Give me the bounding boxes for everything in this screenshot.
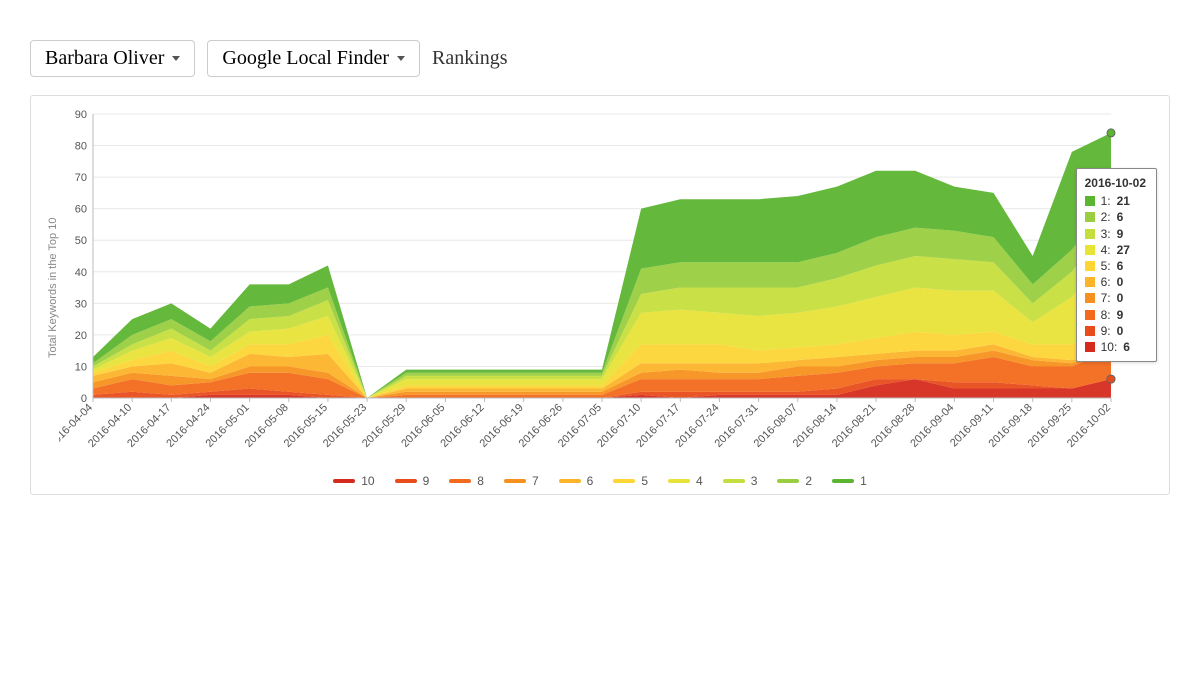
- legend-swatch: [395, 479, 417, 483]
- legend-swatch: [504, 479, 526, 483]
- stacked-area-chart[interactable]: 01020304050607080902016-04-042016-04-102…: [59, 108, 1119, 468]
- tooltip-key: 4:: [1101, 242, 1111, 258]
- tooltip-row: 4: 27: [1085, 242, 1146, 258]
- tooltip-value: 6: [1117, 258, 1124, 274]
- legend-item-10[interactable]: 10: [333, 474, 374, 488]
- legend-item-7[interactable]: 7: [504, 474, 539, 488]
- legend-swatch: [333, 479, 355, 483]
- chevron-down-icon: [397, 56, 405, 61]
- tooltip-row: 8: 9: [1085, 307, 1146, 323]
- tooltip-row: 10: 6: [1085, 339, 1146, 355]
- chart-card: Total Keywords in the Top 10 01020304050…: [30, 95, 1170, 495]
- tooltip-key: 1:: [1101, 193, 1111, 209]
- legend-item-9[interactable]: 9: [395, 474, 430, 488]
- chevron-down-icon: [172, 56, 180, 61]
- legend-swatch: [668, 479, 690, 483]
- tooltip-key: 7:: [1101, 290, 1111, 306]
- client-name: Barbara Oliver: [45, 47, 164, 70]
- legend-label: 6: [587, 474, 594, 488]
- tooltip-key: 8:: [1101, 307, 1111, 323]
- plot-area: 01020304050607080902016-04-042016-04-102…: [59, 108, 1157, 468]
- tooltip-value: 21: [1117, 193, 1130, 209]
- tooltip-value: 0: [1117, 323, 1124, 339]
- svg-text:40: 40: [75, 267, 87, 279]
- legend-swatch: [613, 479, 635, 483]
- breadcrumb: Barbara Oliver Google Local Finder Ranki…: [30, 40, 1170, 77]
- svg-text:60: 60: [75, 204, 87, 216]
- page-root: Barbara Oliver Google Local Finder Ranki…: [0, 0, 1200, 675]
- tooltip-key: 9:: [1101, 323, 1111, 339]
- tooltip-key: 10:: [1101, 339, 1118, 355]
- tooltip-value: 9: [1117, 226, 1124, 242]
- engine-dropdown[interactable]: Google Local Finder: [207, 40, 420, 77]
- svg-text:20: 20: [75, 330, 87, 342]
- legend-label: 7: [532, 474, 539, 488]
- tooltip-key: 2:: [1101, 209, 1111, 225]
- legend-label: 10: [361, 474, 374, 488]
- tooltip-value: 9: [1117, 307, 1124, 323]
- tooltip-value: 0: [1117, 274, 1124, 290]
- tooltip-swatch: [1085, 245, 1095, 255]
- tooltip-row: 1: 21: [1085, 193, 1146, 209]
- tooltip-value: 0: [1117, 290, 1124, 306]
- svg-text:30: 30: [75, 298, 87, 310]
- legend-label: 4: [696, 474, 703, 488]
- tooltip-row: 5: 6: [1085, 258, 1146, 274]
- legend-item-6[interactable]: 6: [559, 474, 594, 488]
- tooltip-key: 3:: [1101, 226, 1111, 242]
- tooltip-swatch: [1085, 261, 1095, 271]
- legend-item-4[interactable]: 4: [668, 474, 703, 488]
- svg-text:50: 50: [75, 235, 87, 247]
- legend-swatch: [559, 479, 581, 483]
- tooltip-row: 3: 9: [1085, 226, 1146, 242]
- tooltip-row: 6: 0: [1085, 274, 1146, 290]
- chart-legend: 10 9 8 7 6 5 4 3 2 1: [43, 474, 1157, 488]
- chart-tooltip: 2016-10-021: 212: 63: 94: 275: 66: 07: 0…: [1076, 168, 1157, 362]
- legend-label: 3: [751, 474, 758, 488]
- tooltip-swatch: [1085, 277, 1095, 287]
- legend-label: 9: [423, 474, 430, 488]
- tooltip-swatch: [1085, 212, 1095, 222]
- tooltip-swatch: [1085, 342, 1095, 352]
- tooltip-date: 2016-10-02: [1085, 175, 1146, 191]
- tooltip-swatch: [1085, 310, 1095, 320]
- tooltip-swatch: [1085, 229, 1095, 239]
- legend-label: 2: [805, 474, 812, 488]
- legend-item-3[interactable]: 3: [723, 474, 758, 488]
- tooltip-value: 6: [1123, 339, 1130, 355]
- legend-swatch: [723, 479, 745, 483]
- tooltip-key: 5:: [1101, 258, 1111, 274]
- legend-swatch: [449, 479, 471, 483]
- legend-label: 5: [641, 474, 648, 488]
- legend-swatch: [832, 479, 854, 483]
- tooltip-swatch: [1085, 196, 1095, 206]
- legend-label: 8: [477, 474, 484, 488]
- svg-text:80: 80: [75, 141, 87, 153]
- legend-item-1[interactable]: 1: [832, 474, 867, 488]
- legend-label: 1: [860, 474, 867, 488]
- svg-text:10: 10: [75, 361, 87, 373]
- marker-9: [1107, 375, 1115, 383]
- legend-item-5[interactable]: 5: [613, 474, 648, 488]
- svg-text:70: 70: [75, 172, 87, 184]
- engine-name: Google Local Finder: [222, 47, 389, 70]
- marker-1: [1107, 129, 1115, 137]
- legend-item-2[interactable]: 2: [777, 474, 812, 488]
- tooltip-swatch: [1085, 326, 1095, 336]
- client-dropdown[interactable]: Barbara Oliver: [30, 40, 195, 77]
- tooltip-value: 6: [1117, 209, 1124, 225]
- svg-text:90: 90: [75, 109, 87, 121]
- tooltip-row: 9: 0: [1085, 323, 1146, 339]
- tooltip-swatch: [1085, 293, 1095, 303]
- legend-item-8[interactable]: 8: [449, 474, 484, 488]
- tooltip-row: 2: 6: [1085, 209, 1146, 225]
- y-axis-label: Total Keywords in the Top 10: [43, 108, 59, 468]
- legend-swatch: [777, 479, 799, 483]
- page-title: Rankings: [432, 47, 508, 70]
- tooltip-row: 7: 0: [1085, 290, 1146, 306]
- tooltip-value: 27: [1117, 242, 1130, 258]
- tooltip-key: 6:: [1101, 274, 1111, 290]
